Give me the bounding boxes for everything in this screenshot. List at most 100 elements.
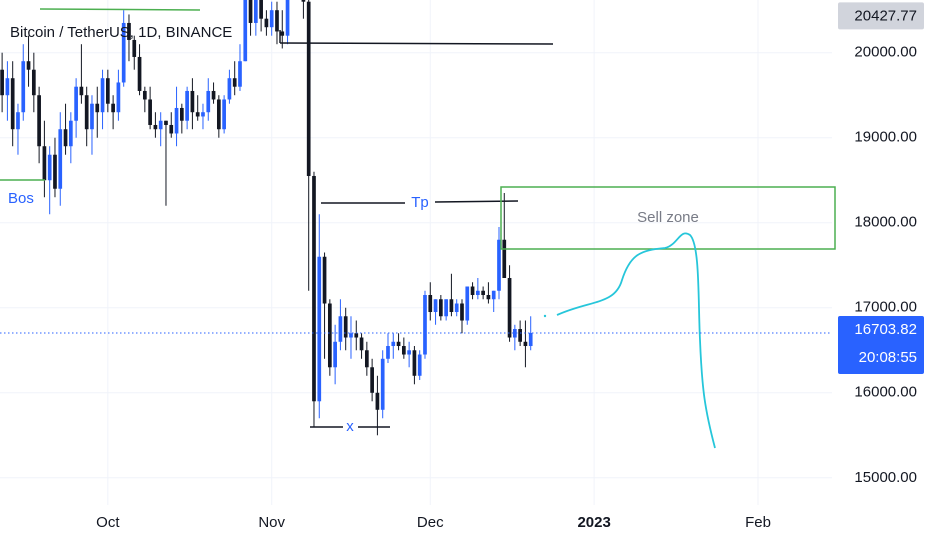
sell-zone-label: Sell zone	[637, 209, 699, 226]
candle-body	[116, 82, 121, 113]
candle-body	[16, 112, 20, 130]
candle-body	[164, 120, 168, 125]
sell-zone-box	[500, 186, 836, 250]
candle-body	[269, 10, 274, 28]
candle-body	[322, 256, 327, 304]
x-tick-label: Oct	[96, 514, 120, 531]
candle-body	[275, 10, 279, 32]
candle-body	[142, 90, 147, 100]
chart-title: Bitcoin / TetherUS, 1D, BINANCE	[10, 24, 232, 41]
candle-body	[222, 99, 226, 130]
countdown-label: 20:08:55	[859, 349, 917, 366]
candle-body	[211, 90, 216, 100]
candle-body	[486, 295, 491, 300]
tp-line	[434, 200, 519, 203]
candle-body	[148, 99, 152, 125]
candle-body	[507, 278, 512, 338]
candle-body	[306, 1, 311, 176]
candle-body	[401, 346, 406, 355]
candle-body	[137, 56, 142, 91]
candle-body	[201, 112, 205, 117]
candle-body	[53, 154, 57, 189]
grid	[0, 0, 832, 505]
candle-body	[264, 18, 269, 28]
candle-body	[396, 341, 401, 347]
candle-body	[74, 86, 78, 121]
projection-dot	[543, 314, 547, 318]
candle-body	[174, 107, 179, 134]
candle-body	[481, 290, 485, 296]
candle-body	[349, 333, 353, 338]
candle-body	[111, 103, 115, 113]
candle-body	[327, 303, 332, 368]
x-tick-label: Feb	[745, 514, 771, 531]
candle-body	[407, 350, 411, 355]
level-line	[39, 8, 201, 11]
x-tick-label: 2023	[577, 514, 610, 531]
candle-body	[26, 61, 31, 70]
candle-body	[370, 367, 374, 393]
candle-body	[280, 31, 285, 36]
last-price-box	[838, 315, 924, 374]
candle-body	[169, 124, 174, 134]
candle-body	[454, 303, 459, 313]
bos-label: Bos	[8, 190, 34, 207]
y-tick-label: 15000.00	[854, 469, 917, 486]
candle-body	[528, 332, 533, 347]
candle-body	[58, 129, 63, 189]
axes: 15000.00 16000.00 17000.00 18000.00 19000.00…	[0, 2, 924, 531]
candle-body	[470, 286, 475, 296]
drawings: Bos Tp x Sell zone	[0, 8, 836, 449]
candle-body	[497, 239, 501, 291]
candle-body	[190, 90, 195, 113]
candle-body	[285, 0, 290, 36]
candle-body	[90, 103, 94, 130]
candle-body	[0, 69, 4, 96]
candle-body	[195, 112, 200, 117]
candle-body	[259, 0, 263, 19]
candle-body	[95, 103, 100, 113]
candle-body	[121, 22, 126, 83]
candle-body	[127, 22, 131, 40]
candle-body	[153, 124, 158, 130]
candle-body	[433, 299, 438, 313]
candle-body	[465, 286, 470, 321]
candle-body	[491, 290, 496, 300]
candles	[0, 0, 533, 436]
candle-body	[84, 95, 89, 130]
candle-body	[417, 354, 422, 376]
candle-body	[179, 107, 184, 121]
candle-body	[338, 316, 343, 342]
candle-body	[391, 341, 396, 347]
candle-body	[243, 0, 248, 62]
candle-body	[354, 333, 359, 338]
candle-body	[253, 0, 258, 23]
y-tick-label: 16000.00	[854, 384, 917, 401]
candle-body	[42, 146, 47, 181]
candle-body	[206, 90, 211, 113]
candle-body	[21, 61, 26, 113]
candle-body	[449, 299, 454, 313]
candle-body	[216, 99, 221, 130]
candle-body	[412, 350, 417, 376]
candle-body	[100, 78, 105, 113]
candle-body	[438, 299, 443, 317]
candle-body	[5, 78, 10, 96]
candle-body	[512, 329, 517, 338]
y-tick-label: 20000.00	[854, 44, 917, 61]
candle-body	[158, 120, 163, 130]
candle-body	[238, 61, 242, 87]
candle-body	[105, 78, 110, 104]
y-tick-label: 18000.00	[854, 214, 917, 231]
tp-label: Tp	[411, 194, 429, 211]
candle-body	[317, 256, 322, 402]
candle-body	[386, 346, 390, 359]
candle-body	[227, 78, 232, 100]
candle-body	[502, 239, 507, 279]
candle-body	[523, 341, 528, 347]
candle-body	[248, 0, 253, 23]
candle-body	[475, 290, 480, 296]
